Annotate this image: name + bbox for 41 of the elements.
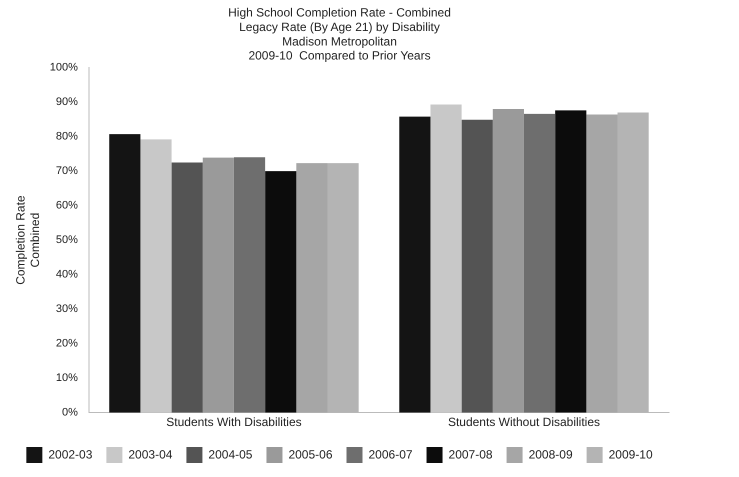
legend-label: 2008-09 (528, 447, 573, 462)
bar (555, 110, 586, 413)
y-tick-label: 40% (56, 268, 78, 281)
y-tick-label: 90% (56, 96, 78, 108)
y-tick-label: 80% (56, 130, 78, 143)
legend-label: 2009-10 (608, 447, 653, 462)
bar (430, 104, 462, 413)
legend-label: 2002-03 (48, 447, 93, 462)
legend-label: 2004-05 (208, 447, 253, 462)
y-tick-label: 0% (62, 406, 78, 419)
bar (524, 114, 556, 413)
y-tick-label: 10% (56, 372, 78, 384)
text: 2009-10 Compared to Prior Years (248, 48, 431, 63)
text: Combined (28, 212, 42, 268)
bar (109, 134, 140, 413)
bar (172, 162, 203, 413)
y-tick-label: 100% (50, 62, 78, 74)
text: High School Completion Rate - Combined (228, 6, 451, 20)
y-tick-label: 70% (56, 165, 78, 178)
y-tick-label: 50% (56, 234, 78, 246)
text: Legacy Rate (By Age 21) by Disability (239, 20, 440, 34)
bar (296, 163, 328, 413)
legend-label: 2006-07 (368, 447, 413, 462)
y-tick-label: 30% (56, 303, 78, 316)
bar (399, 116, 430, 413)
legend-label: 2005-06 (288, 447, 333, 462)
x-tick-label: Students With Disabilities (166, 415, 302, 430)
bar (462, 120, 493, 413)
bar (140, 139, 172, 413)
y-tick-label: 60% (56, 200, 78, 212)
x-tick-label: Students Without Disabilities (448, 415, 600, 430)
bar (202, 158, 234, 413)
legend-label: 2003-04 (128, 447, 173, 462)
text: Madison Metropolitan (282, 34, 397, 48)
bar (265, 171, 296, 413)
bar (586, 114, 618, 413)
text: Completion Rate (14, 195, 28, 285)
y-tick-label: 20% (56, 338, 78, 350)
legend-label: 2007-08 (448, 447, 493, 462)
bar (234, 157, 266, 413)
bar (492, 109, 524, 413)
